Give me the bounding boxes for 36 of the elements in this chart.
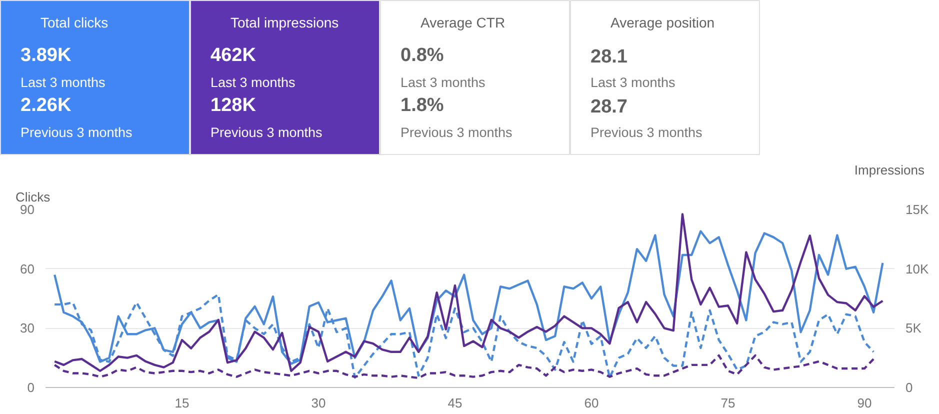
x-tick-label: 30 — [311, 396, 326, 410]
x-tick-label: 60 — [584, 396, 599, 410]
text: 28.1 — [590, 46, 628, 68]
text: Last 3 months — [590, 75, 676, 90]
y2-tick-label: 0 — [906, 380, 913, 395]
x-tick-label: 90 — [857, 396, 872, 410]
text: 2.26K — [20, 95, 72, 116]
text: 1.8% — [400, 95, 444, 116]
text: 462K — [210, 45, 256, 66]
y-tick-label: 0 — [27, 380, 35, 395]
text: Average CTR — [420, 14, 506, 30]
y2-tick-label: 15K — [906, 202, 929, 217]
y-axis-title: Clicks — [16, 190, 51, 204]
text: Total clicks — [40, 14, 108, 30]
y2-tick-label: 5K — [906, 320, 922, 336]
y-tick-label: 60 — [20, 261, 35, 276]
text: 3.89K — [20, 45, 72, 66]
text: Last 3 months — [20, 75, 106, 90]
text: Previous 3 months — [210, 125, 323, 140]
y-tick-label: 90 — [20, 202, 35, 217]
y2-axis-title: Impressions — [854, 162, 925, 178]
text: Previous 3 months — [20, 125, 133, 140]
y-tick-label: 30 — [20, 320, 35, 336]
x-tick-label: 15 — [174, 396, 190, 410]
y2-tick-label: 10K — [906, 261, 929, 276]
x-tick-label: 75 — [720, 396, 736, 410]
text: 128K — [210, 95, 256, 116]
text: Previous 3 months — [400, 125, 513, 140]
text: Last 3 months — [400, 75, 486, 90]
text: 0.8% — [400, 45, 444, 66]
text: Previous 3 months — [590, 125, 703, 140]
text: Average position — [610, 14, 715, 30]
x-tick-label: 45 — [448, 396, 462, 410]
text: Total impressions — [230, 14, 339, 30]
text: 28.7 — [590, 96, 628, 118]
text: Last 3 months — [210, 75, 296, 90]
